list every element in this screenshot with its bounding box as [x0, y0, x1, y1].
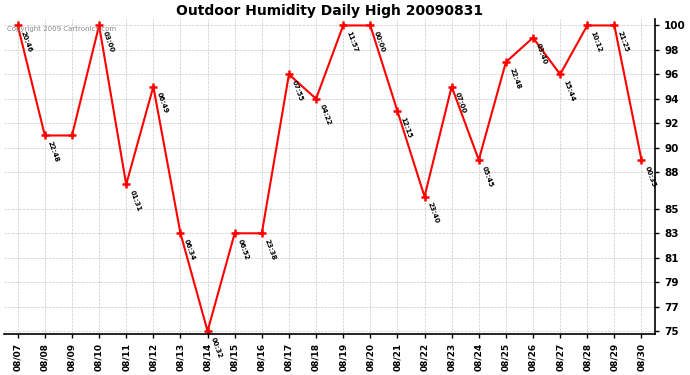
Text: 00:32: 00:32 — [210, 336, 223, 359]
Text: 10:12: 10:12 — [589, 30, 602, 53]
Text: 07:55: 07:55 — [291, 79, 304, 102]
Text: 23:38: 23:38 — [264, 238, 277, 261]
Text: 15:44: 15:44 — [562, 79, 575, 102]
Text: 01:31: 01:31 — [128, 189, 141, 212]
Text: 21:25: 21:25 — [617, 30, 630, 53]
Text: 23:40: 23:40 — [426, 201, 440, 225]
Text: 04:22: 04:22 — [318, 104, 331, 126]
Text: Copyright 2009 Cartronics.com: Copyright 2009 Cartronics.com — [8, 26, 117, 32]
Text: 22:48: 22:48 — [508, 67, 521, 90]
Text: 20:46: 20:46 — [20, 30, 33, 53]
Text: 07:00: 07:00 — [454, 92, 467, 114]
Text: 11:57: 11:57 — [345, 30, 359, 53]
Text: 12:15: 12:15 — [400, 116, 413, 139]
Text: 00:00: 00:00 — [373, 30, 386, 53]
Text: 03:40: 03:40 — [535, 43, 549, 66]
Text: 03:00: 03:00 — [101, 30, 115, 53]
Text: 22:48: 22:48 — [47, 140, 60, 163]
Text: 06:49: 06:49 — [155, 92, 169, 114]
Text: 05:45: 05:45 — [481, 165, 494, 188]
Text: 06:52: 06:52 — [237, 238, 250, 261]
Text: 06:34: 06:34 — [183, 238, 196, 261]
Title: Outdoor Humidity Daily High 20090831: Outdoor Humidity Daily High 20090831 — [176, 4, 483, 18]
Text: 00:35: 00:35 — [644, 165, 657, 188]
